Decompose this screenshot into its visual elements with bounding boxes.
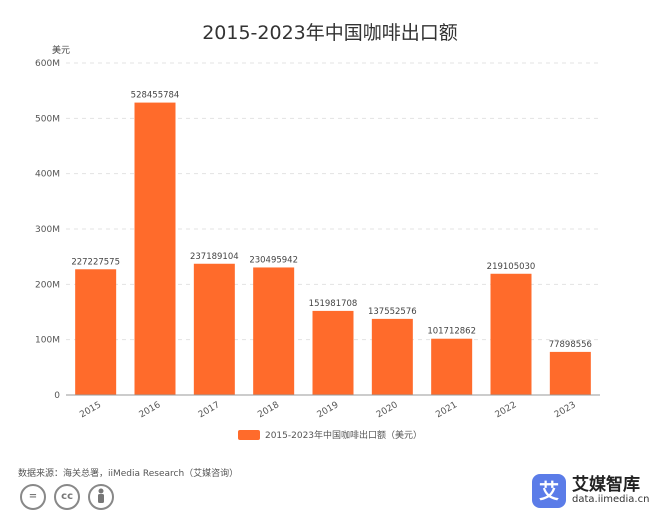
data-label: 230495942 <box>249 255 298 265</box>
legend: 2015-2023年中国咖啡出口额（美元） <box>0 428 660 441</box>
x-tick-label: 2015 <box>78 400 103 420</box>
license-icons: = cc <box>20 484 117 510</box>
bar-2020 <box>371 318 413 395</box>
bar-2019 <box>312 310 354 395</box>
y-tick-label: 100M <box>35 336 60 346</box>
x-tick-label: 2018 <box>256 400 281 420</box>
data-label: 528455784 <box>131 91 180 101</box>
chart-title: 2015-2023年中国咖啡出口额 <box>202 22 458 44</box>
y-tick-label: 300M <box>35 225 60 235</box>
y-tick-label: 0 <box>54 391 60 401</box>
brand-logo-icon: 艾 <box>532 474 566 508</box>
cc-icon: cc <box>54 484 81 510</box>
bar-2016 <box>134 102 176 395</box>
data-label: 101712862 <box>427 327 476 337</box>
y-tick-label: 200M <box>35 280 60 290</box>
equals-icon: = <box>20 484 46 510</box>
brand-url: data.iimedia.cn <box>572 494 650 505</box>
data-label: 227227575 <box>71 257 120 267</box>
y-tick-label: 400M <box>35 170 60 180</box>
x-tick-label: 2017 <box>197 400 222 420</box>
data-labels: 227227575 528455784 237189104 230495942 1519… <box>71 91 592 350</box>
legend-label: 2015-2023年中国咖啡出口额（美元） <box>264 431 423 441</box>
data-label: 77898556 <box>549 340 592 350</box>
bar-2015 <box>75 269 117 395</box>
x-tick-label: 2016 <box>138 400 163 420</box>
source-note: 数据来源：海关总署，iiMedia Research（艾媒咨询） <box>18 469 239 479</box>
data-label: 137552576 <box>368 307 417 317</box>
x-tick-label: 2019 <box>316 400 341 420</box>
bar-chart: 0 100M 200M 300M 400M 500M 600M 227227575 52845… <box>35 59 600 420</box>
person-icon <box>88 484 115 510</box>
y-axis-unit: 美元 <box>52 46 71 56</box>
data-label: 219105030 <box>487 262 536 272</box>
x-tick-label: 2022 <box>494 400 519 420</box>
x-tick-label: 2021 <box>434 400 459 420</box>
brand-name: 艾媒智库 <box>572 475 640 495</box>
bars <box>75 102 591 395</box>
x-tick-label: 2020 <box>375 400 400 420</box>
legend-swatch <box>237 429 260 440</box>
bar-2018 <box>253 267 295 395</box>
data-label: 237189104 <box>190 252 239 262</box>
y-tick-label: 500M <box>35 114 60 124</box>
y-tick-label: 600M <box>35 59 60 69</box>
bar-2023 <box>549 351 591 395</box>
x-tick-label: 2023 <box>553 400 578 420</box>
x-axis-labels: 2015 2016 2017 2018 2019 2020 2021 2022 2023 <box>78 400 578 420</box>
data-label: 151981708 <box>309 299 358 309</box>
bar-2021 <box>431 338 473 395</box>
y-axis-labels: 0 100M 200M 300M 400M 500M 600M <box>35 59 60 401</box>
bar-2022 <box>490 273 532 395</box>
bar-2017 <box>193 263 235 395</box>
